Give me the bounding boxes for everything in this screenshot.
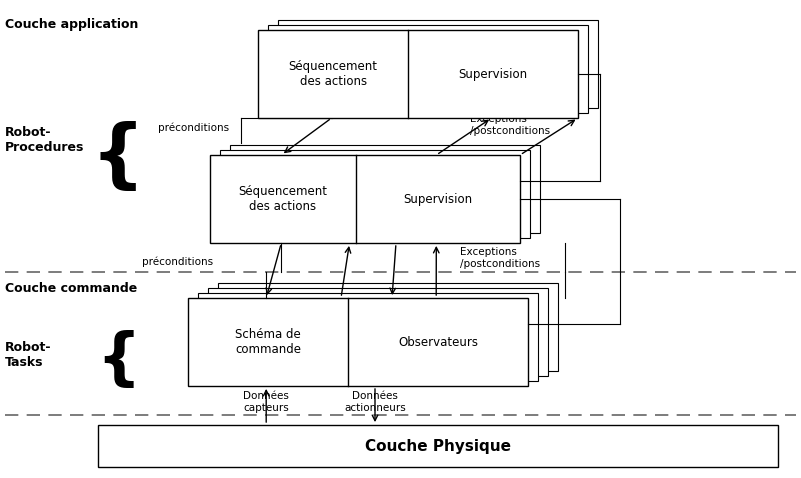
Text: préconditions: préconditions xyxy=(158,123,229,133)
Text: Séquencement
des actions: Séquencement des actions xyxy=(239,185,328,213)
Bar xyxy=(210,155,520,243)
Text: urs: urs xyxy=(489,315,505,325)
Text: Supervision: Supervision xyxy=(459,67,528,80)
Text: Séquencement
des actions: Séquencement des actions xyxy=(288,60,378,88)
Bar xyxy=(268,25,588,113)
Text: Observateurs: Observateurs xyxy=(398,336,478,348)
Text: Robot-
Procedures: Robot- Procedures xyxy=(5,126,84,154)
Text: Schéma de
commande: Schéma de commande xyxy=(235,328,301,356)
Bar xyxy=(198,293,538,381)
Text: ision: ision xyxy=(516,42,539,52)
Bar xyxy=(220,150,530,238)
Bar xyxy=(188,298,528,386)
Text: Robot-
Tasks: Robot- Tasks xyxy=(5,341,51,369)
Text: Couche application: Couche application xyxy=(5,18,139,31)
Text: Couche Physique: Couche Physique xyxy=(365,438,511,454)
Text: Couche commande: Couche commande xyxy=(5,282,137,295)
Bar xyxy=(98,425,778,467)
Text: urs: urs xyxy=(509,304,525,315)
Bar xyxy=(208,288,548,376)
Text: Données
actionneurs: Données actionneurs xyxy=(344,391,406,413)
Text: {: { xyxy=(91,121,145,195)
Bar xyxy=(278,20,598,108)
Text: urs: urs xyxy=(500,309,515,319)
Text: ision: ision xyxy=(473,166,496,176)
Text: préconditions: préconditions xyxy=(142,257,213,267)
Bar xyxy=(230,145,540,233)
Text: Exceptions
/postconditions: Exceptions /postconditions xyxy=(460,247,540,269)
Text: ision: ision xyxy=(463,172,485,181)
Text: Données
capteurs: Données capteurs xyxy=(244,391,289,413)
Bar xyxy=(218,283,558,371)
Text: {: { xyxy=(96,330,140,390)
Text: Exceptions
/postconditions: Exceptions /postconditions xyxy=(470,114,550,136)
Bar xyxy=(258,30,578,118)
Text: Supervision: Supervision xyxy=(403,193,473,206)
